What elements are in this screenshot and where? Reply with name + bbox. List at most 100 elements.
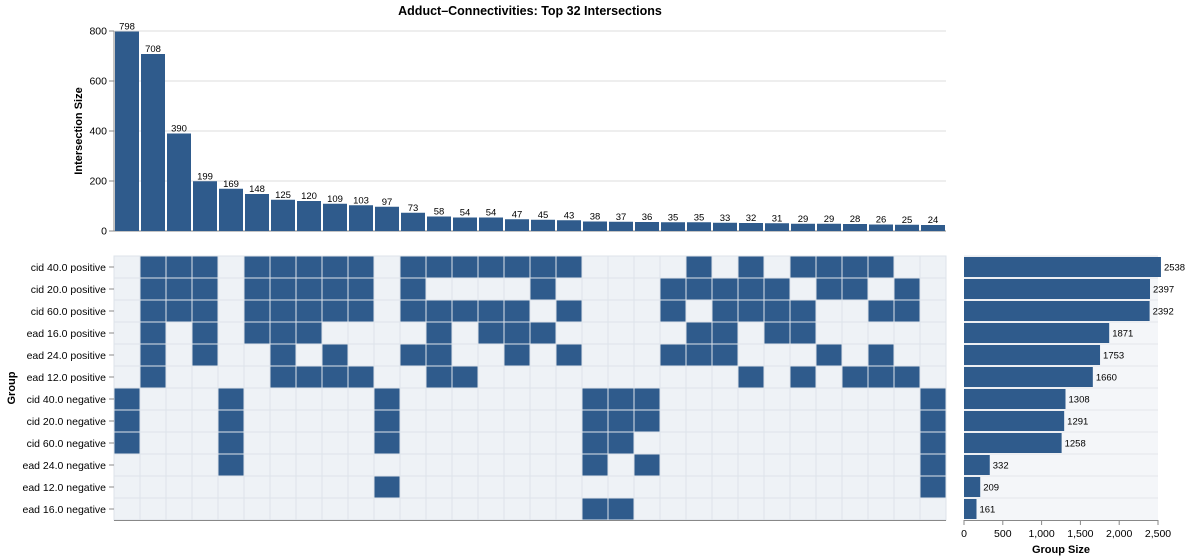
matrix-cell-filled xyxy=(763,299,791,323)
matrix-cell-filled xyxy=(789,365,817,389)
matrix-cell-empty xyxy=(659,453,687,477)
matrix-cell-empty xyxy=(503,387,531,411)
matrix-cell-empty xyxy=(451,343,479,367)
matrix-cell-empty xyxy=(815,453,843,477)
matrix-cell-empty xyxy=(217,497,245,521)
matrix-cell-empty xyxy=(113,321,141,345)
matrix-cell-filled xyxy=(789,321,817,345)
matrix-cell-filled xyxy=(815,255,843,279)
matrix-cell-empty xyxy=(581,255,609,279)
matrix-cell-filled xyxy=(243,299,271,323)
group-size-bar xyxy=(964,433,1062,453)
matrix-cell-empty xyxy=(685,497,713,521)
matrix-cell-filled xyxy=(269,321,297,345)
matrix-cell-filled xyxy=(919,409,947,433)
intersection-bar xyxy=(843,224,867,231)
matrix-cell-filled xyxy=(321,277,349,301)
matrix-cell-filled xyxy=(191,321,219,345)
group-size-bar xyxy=(964,257,1161,277)
matrix-cell-empty xyxy=(399,409,427,433)
matrix-cell-empty xyxy=(815,365,843,389)
matrix-cell-empty xyxy=(269,387,297,411)
matrix-cell-empty xyxy=(217,365,245,389)
matrix-cell-empty xyxy=(919,321,947,345)
group-label: ead 12.0 positive xyxy=(27,372,107,384)
matrix-cell-empty xyxy=(763,365,791,389)
matrix-cell-filled xyxy=(425,299,453,323)
intersection-bar xyxy=(791,223,815,231)
group-size-bar xyxy=(964,367,1093,387)
matrix-cell-empty xyxy=(165,321,193,345)
y-tick-label: 200 xyxy=(89,176,107,188)
matrix-cell-filled xyxy=(191,255,219,279)
matrix-cell-empty xyxy=(763,431,791,455)
matrix-cell-empty xyxy=(607,277,635,301)
matrix-cell-empty xyxy=(555,475,583,499)
matrix-cell-empty xyxy=(503,365,531,389)
matrix-cell-empty xyxy=(399,431,427,455)
matrix-cell-empty xyxy=(243,409,271,433)
intersection-bar-label: 109 xyxy=(327,194,343,205)
matrix-cell-filled xyxy=(269,343,297,367)
intersection-bar xyxy=(505,219,529,231)
matrix-cell-filled xyxy=(165,277,193,301)
group-label: cid 40.0 negative xyxy=(27,394,107,406)
matrix-cell-empty xyxy=(763,387,791,411)
matrix-cell-filled xyxy=(581,453,609,477)
matrix-cell-filled xyxy=(425,255,453,279)
group-size-bar xyxy=(964,499,977,519)
matrix-cell-empty xyxy=(373,321,401,345)
matrix-cell-empty xyxy=(789,431,817,455)
matrix-cell-empty xyxy=(451,497,479,521)
intersection-bar-label: 37 xyxy=(616,212,627,223)
matrix-cell-empty xyxy=(425,277,453,301)
intersection-bar-label: 199 xyxy=(197,171,213,182)
matrix-cell-empty xyxy=(373,453,401,477)
matrix-cell-empty xyxy=(841,343,869,367)
matrix-cell-filled xyxy=(373,387,401,411)
matrix-cell-empty xyxy=(633,475,661,499)
matrix-cell-empty xyxy=(321,497,349,521)
matrix-cell-filled xyxy=(477,321,505,345)
matrix-cell-filled xyxy=(581,497,609,521)
matrix-cell-empty xyxy=(789,475,817,499)
matrix-cell-empty xyxy=(815,409,843,433)
intersection-bar-label: 28 xyxy=(850,214,861,225)
intersection-bar-label: 36 xyxy=(642,212,653,223)
matrix-cell-empty xyxy=(451,475,479,499)
group-size-bar-label: 2538 xyxy=(1164,263,1185,274)
intersection-bar xyxy=(323,203,347,231)
matrix-cell-empty xyxy=(321,453,349,477)
matrix-cell-filled xyxy=(425,343,453,367)
group-label: cid 60.0 positive xyxy=(31,306,106,318)
matrix-cell-empty xyxy=(789,387,817,411)
matrix-cell-empty xyxy=(815,299,843,323)
matrix-cell-empty xyxy=(763,409,791,433)
intersection-bar-label: 35 xyxy=(694,212,705,223)
matrix-cell-empty xyxy=(893,321,921,345)
matrix-cell-filled xyxy=(685,255,713,279)
intersection-bar xyxy=(687,222,711,231)
matrix-cell-empty xyxy=(607,321,635,345)
matrix-cell-empty xyxy=(659,475,687,499)
intersection-bar-label: 24 xyxy=(928,215,939,226)
matrix-cell-empty xyxy=(633,321,661,345)
matrix-cell-filled xyxy=(737,277,765,301)
matrix-cell-empty xyxy=(295,497,323,521)
matrix-cell-empty xyxy=(737,343,765,367)
matrix-cell-empty xyxy=(477,277,505,301)
matrix-cell-filled xyxy=(243,321,271,345)
matrix-cell-filled xyxy=(347,255,375,279)
matrix-cell-empty xyxy=(659,387,687,411)
matrix-cell-filled xyxy=(607,497,635,521)
matrix-cell-filled xyxy=(425,365,453,389)
matrix-cell-empty xyxy=(321,475,349,499)
group-size-axis-title: Group Size xyxy=(1032,544,1090,556)
matrix-cell-empty xyxy=(711,255,739,279)
matrix-cell-empty xyxy=(607,475,635,499)
matrix-cell-empty xyxy=(581,277,609,301)
matrix-cell-empty xyxy=(243,475,271,499)
matrix-cell-empty xyxy=(217,475,245,499)
intersection-bar xyxy=(713,222,737,231)
matrix-cell-empty xyxy=(737,431,765,455)
